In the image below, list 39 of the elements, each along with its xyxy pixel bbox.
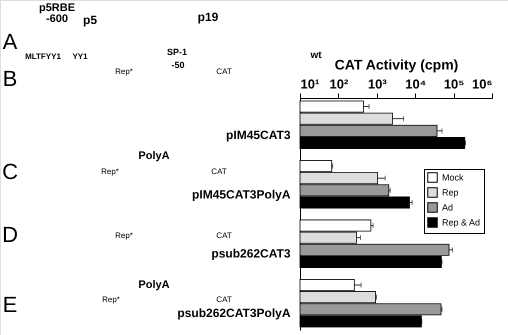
y-tick-label: pIM45CAT3 [226,128,291,142]
text: SP-1 [166,47,188,57]
text: PolyA [138,279,170,291]
text: -50 [171,60,185,70]
text: CAT [216,67,232,76]
text: CAT [211,167,227,176]
text: B [2,66,18,91]
x-tick-label: 10⁴ [405,76,426,92]
text: wt [309,50,322,61]
text: Rep* [101,167,119,176]
text: C [2,159,18,184]
legend-label: Rep [442,188,459,198]
text: Rep* [115,231,133,240]
text: MLTFYY1 [25,52,62,61]
text: Rep* [115,67,133,76]
text: p19 [198,10,219,24]
text: CAT [216,231,232,240]
y-tick-label: pIM45CAT3PolyA [192,187,291,202]
x-axis-title: CAT Activity (cpm) [334,56,458,72]
x-tick-label: 10³ [368,76,388,92]
text: CAT [216,295,232,304]
legend-label: Mock [442,172,464,182]
text: Rep* [102,295,120,304]
text: -600 [46,13,68,25]
legend-label: Rep & Ad [442,218,480,228]
text: PolyA [138,150,170,162]
text: E [2,292,18,317]
x-tick-label: 10¹ [300,76,320,92]
y-tick-label: psub262CAT3 [211,246,291,261]
text: D [2,222,18,247]
x-tick-label: 10⁵ [444,76,464,92]
y-tick-label: psub262CAT3PolyA [177,306,291,320]
x-tick-label: 10² [330,76,349,92]
text: p5 [82,13,98,27]
legend-label: Ad [442,202,454,212]
text: A [2,29,18,54]
text: p5RBE [38,2,76,14]
x-tick-label: 10⁶ [472,76,493,92]
text: YY1 [72,52,88,61]
